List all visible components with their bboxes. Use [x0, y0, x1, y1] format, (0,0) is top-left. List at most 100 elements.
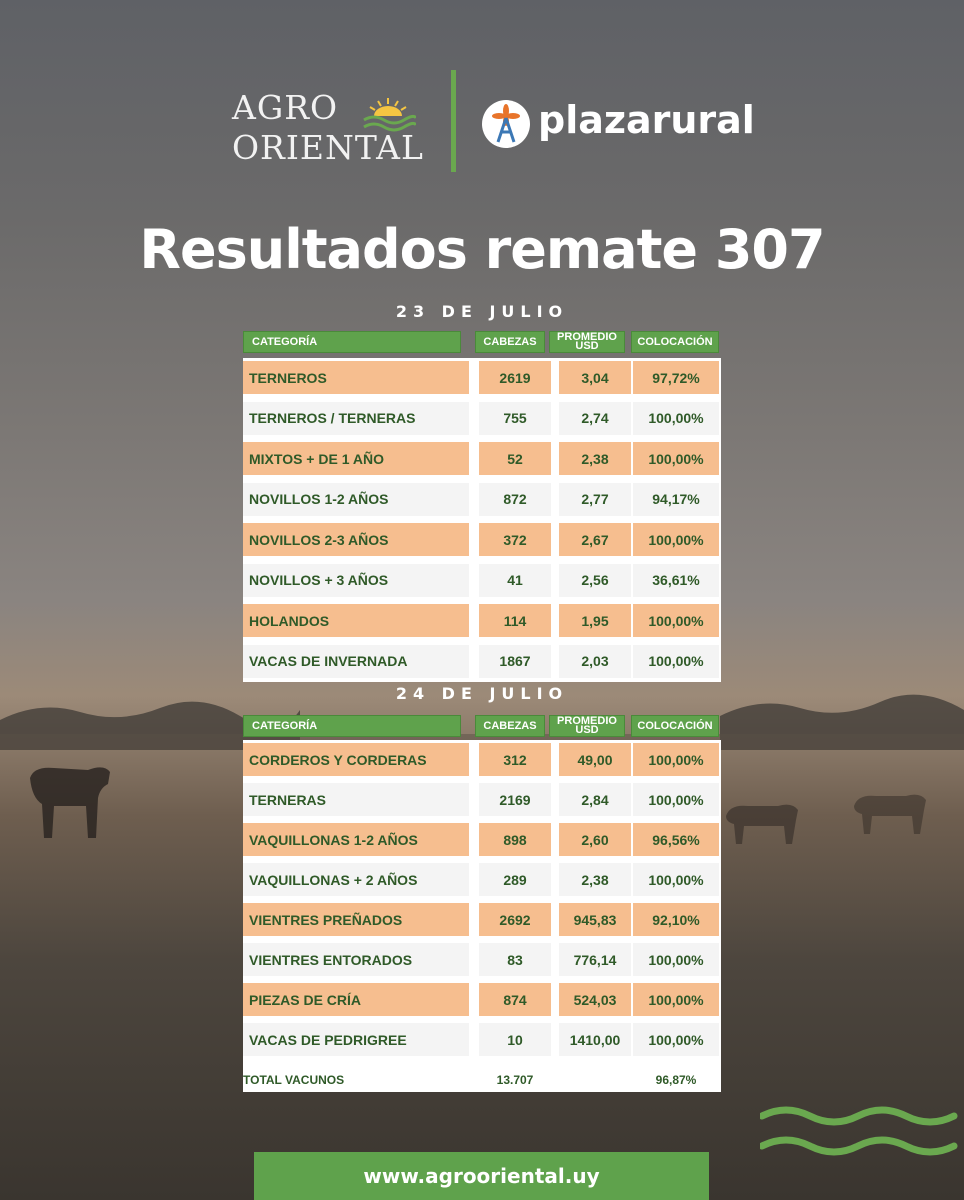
cow-silhouette [854, 794, 926, 834]
cell-cabezas: 52 [479, 442, 551, 475]
cell-colocacion: 100,00% [633, 863, 719, 896]
website-link[interactable]: www.agrooriental.uy [254, 1152, 709, 1200]
cell-promedio: 2,67 [559, 523, 631, 556]
agro-logo-line2: ORIENTAL [232, 128, 424, 167]
agro-oriental-logo[interactable]: AGRO ORIENTAL [232, 88, 424, 168]
table-row: VAQUILLONAS + 2 AÑOS 289 2,38 100,00% [243, 860, 721, 900]
cell-cabezas: 114 [479, 604, 551, 637]
cell-categoria: HOLANDOS [243, 604, 469, 637]
total-cabezas: 13.707 [496, 1072, 534, 1087]
table-row: VACAS DE INVERNADA 1867 2,03 100,00% [243, 642, 721, 683]
col-header-cabezas: CABEZAS [475, 331, 545, 353]
cell-colocacion: 94,17% [633, 482, 719, 516]
table-row: TERNERAS 2169 2,84 100,00% [243, 780, 721, 820]
table-row: VACAS DE PEDRIGREE 10 1410,00 100,00% [243, 1020, 721, 1060]
cell-colocacion: 96,56% [633, 823, 719, 856]
cell-cabezas: 1867 [479, 644, 551, 678]
cell-cabezas: 10 [479, 1023, 551, 1056]
cell-cabezas: 372 [479, 523, 551, 556]
cell-promedio: 776,14 [559, 943, 631, 976]
cell-colocacion: 100,00% [633, 783, 719, 816]
cell-categoria: TERNEROS / TERNERAS [243, 401, 469, 435]
total-colocacion: 96,87% [655, 1072, 697, 1087]
cell-promedio: 2,56 [559, 563, 631, 597]
cell-colocacion: 100,00% [633, 943, 719, 976]
section-date: 23 DE JULIO [395, 302, 569, 321]
cell-promedio: 2,03 [559, 644, 631, 678]
table-row: TERNEROS 2619 3,04 97,72% [243, 358, 721, 399]
logo-divider [451, 70, 456, 172]
cell-colocacion: 92,10% [633, 903, 719, 936]
table-row: CORDEROS Y CORDERAS 312 49,00 100,00% [243, 740, 721, 780]
col-header-promedio: PROMEDIO USD [549, 331, 625, 353]
table-row: NOVILLOS + 3 AÑOS 41 2,56 36,61% [243, 561, 721, 602]
cell-promedio: 2,38 [559, 863, 631, 896]
col-header-categoria: CATEGORÍA [243, 331, 461, 353]
cell-cabezas: 872 [479, 482, 551, 516]
cell-cabezas: 312 [479, 743, 551, 776]
cell-categoria: NOVILLOS 2-3 AÑOS [243, 523, 469, 556]
cow-silhouette [726, 804, 798, 844]
windmill-icon [482, 100, 530, 148]
col-header-colocacion: COLOCACIÓN [631, 715, 719, 737]
cell-categoria: NOVILLOS + 3 AÑOS [243, 563, 469, 597]
table-row: PIEZAS DE CRÍA 874 524,03 100,00% [243, 980, 721, 1020]
cell-promedio: 945,83 [559, 903, 631, 936]
waves-decoration [760, 1106, 958, 1156]
cell-cabezas: 898 [479, 823, 551, 856]
cell-colocacion: 36,61% [633, 563, 719, 597]
cell-cabezas: 2619 [479, 361, 551, 394]
table-row: HOLANDOS 114 1,95 100,00% [243, 601, 721, 642]
cell-categoria: VAQUILLONAS + 2 AÑOS [243, 863, 469, 896]
total-row: TOTAL VACUNOS 13.707 96,87% [243, 1060, 721, 1092]
cell-colocacion: 100,00% [633, 401, 719, 435]
cell-cabezas: 2692 [479, 903, 551, 936]
cell-promedio: 1,95 [559, 604, 631, 637]
cell-cabezas: 874 [479, 983, 551, 1016]
cell-categoria: VACAS DE INVERNADA [243, 644, 469, 678]
table-row: VIENTRES ENTORADOS 83 776,14 100,00% [243, 940, 721, 980]
cell-categoria: CORDEROS Y CORDERAS [243, 743, 469, 776]
table-body: CORDEROS Y CORDERAS 312 49,00 100,00% TE… [243, 740, 721, 1092]
cell-categoria: MIXTOS + DE 1 AÑO [243, 442, 469, 475]
cell-colocacion: 100,00% [633, 983, 719, 1016]
cell-promedio: 524,03 [559, 983, 631, 1016]
cow-silhouette [30, 767, 110, 838]
cell-categoria: VIENTRES PREÑADOS [243, 903, 469, 936]
cell-colocacion: 100,00% [633, 644, 719, 678]
table-header: CATEGORÍA CABEZAS PROMEDIO USD COLOCACIÓ… [243, 715, 721, 739]
cell-colocacion: 100,00% [633, 1023, 719, 1056]
agro-logo-line1: AGRO [232, 88, 339, 127]
plazarural-name: plazarural [538, 98, 755, 142]
table-row: TERNEROS / TERNERAS 755 2,74 100,00% [243, 399, 721, 440]
cell-promedio: 49,00 [559, 743, 631, 776]
cell-categoria: TERNERAS [243, 783, 469, 816]
cell-cabezas: 83 [479, 943, 551, 976]
table-row: VIENTRES PREÑADOS 2692 945,83 92,10% [243, 900, 721, 940]
col-header-categoria: CATEGORÍA [243, 715, 461, 737]
page-title: Resultados remate 307 [139, 218, 825, 281]
cell-categoria: VAQUILLONAS 1-2 AÑOS [243, 823, 469, 856]
cell-categoria: VACAS DE PEDRIGREE [243, 1023, 469, 1056]
table-row: VAQUILLONAS 1-2 AÑOS 898 2,60 96,56% [243, 820, 721, 860]
cell-cabezas: 755 [479, 401, 551, 435]
cell-colocacion: 100,00% [633, 523, 719, 556]
col-header-cabezas: CABEZAS [475, 715, 545, 737]
cell-promedio: 2,77 [559, 482, 631, 516]
results-table-24-julio: CATEGORÍA CABEZAS PROMEDIO USD COLOCACIÓ… [243, 715, 721, 1092]
results-table-23-julio: CATEGORÍA CABEZAS PROMEDIO USD COLOCACIÓ… [243, 331, 721, 682]
cell-cabezas: 2169 [479, 783, 551, 816]
cell-promedio: 2,74 [559, 401, 631, 435]
col-header-colocacion: COLOCACIÓN [631, 331, 719, 353]
plazarural-logo[interactable]: plazarural [482, 98, 755, 158]
cell-promedio: 3,04 [559, 361, 631, 394]
cell-colocacion: 97,72% [633, 361, 719, 394]
cell-categoria: VIENTRES ENTORADOS [243, 943, 469, 976]
sun-waves-icon [363, 98, 416, 132]
header: AGRO ORIENTAL [0, 70, 964, 180]
cell-promedio: 2,38 [559, 442, 631, 475]
table-row: NOVILLOS 2-3 AÑOS 372 2,67 100,00% [243, 520, 721, 561]
table-row: MIXTOS + DE 1 AÑO 52 2,38 100,00% [243, 439, 721, 480]
cell-colocacion: 100,00% [633, 743, 719, 776]
